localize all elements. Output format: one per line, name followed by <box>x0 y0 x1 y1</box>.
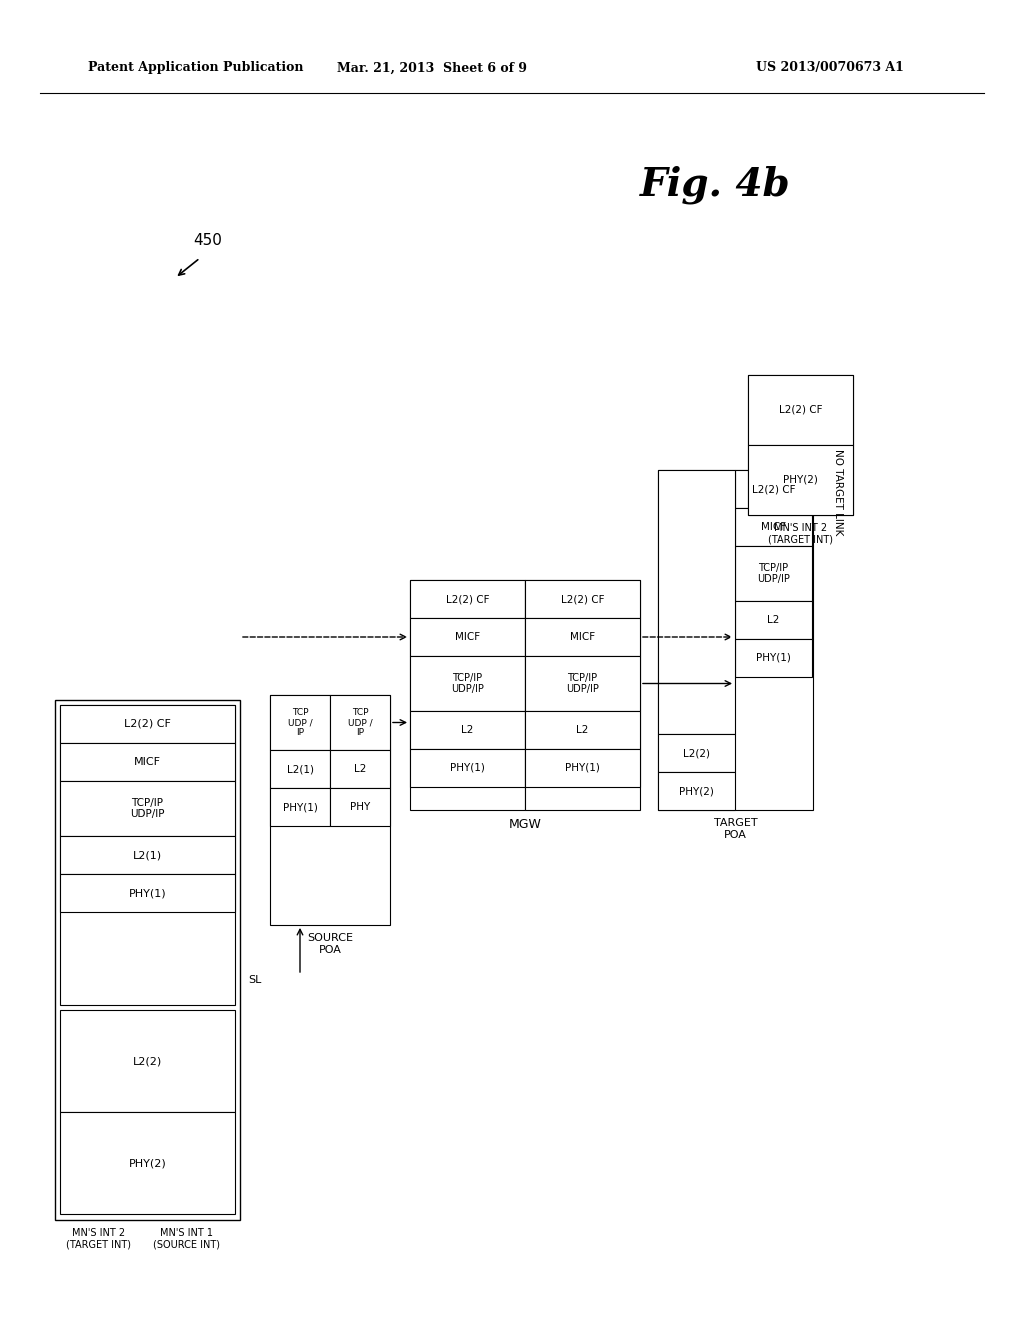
Text: Patent Application Publication: Patent Application Publication <box>88 62 303 74</box>
Text: L2(1): L2(1) <box>133 850 162 861</box>
Text: L2: L2 <box>354 764 367 774</box>
Text: PHY(2): PHY(2) <box>783 475 818 484</box>
Bar <box>60 705 234 1005</box>
Text: Fig. 4b: Fig. 4b <box>640 166 791 205</box>
Bar <box>735 470 812 508</box>
Bar <box>658 734 735 772</box>
Bar <box>410 711 525 748</box>
Bar <box>60 836 234 874</box>
Bar <box>525 579 640 618</box>
Bar <box>410 618 525 656</box>
Text: MICF: MICF <box>134 756 161 767</box>
Bar <box>748 375 853 515</box>
Text: TCP
UDP /
IP: TCP UDP / IP <box>288 708 312 738</box>
Bar <box>60 705 234 743</box>
Bar <box>735 601 812 639</box>
Bar <box>330 788 390 826</box>
Bar <box>410 579 525 810</box>
Bar <box>748 375 853 445</box>
Text: PHY: PHY <box>350 803 370 812</box>
Text: L2(2) CF: L2(2) CF <box>778 405 822 414</box>
Text: MICF: MICF <box>761 521 786 532</box>
Bar <box>525 711 640 748</box>
Bar <box>525 618 640 656</box>
Bar <box>525 579 640 810</box>
Text: L2: L2 <box>577 725 589 735</box>
Bar <box>410 656 525 711</box>
Text: TARGET
POA: TARGET POA <box>714 818 758 840</box>
Bar <box>270 696 390 925</box>
Text: MGW: MGW <box>509 818 542 832</box>
Text: L2(2) CF: L2(2) CF <box>124 719 171 729</box>
Text: PHY(2): PHY(2) <box>129 1158 166 1168</box>
Text: TCP
UDP /
IP: TCP UDP / IP <box>348 708 373 738</box>
Text: L2: L2 <box>767 615 779 624</box>
Text: L2: L2 <box>462 725 474 735</box>
Bar <box>410 579 525 618</box>
Text: L2(2) CF: L2(2) CF <box>752 484 796 494</box>
Bar <box>735 508 812 546</box>
Text: Mar. 21, 2013  Sheet 6 of 9: Mar. 21, 2013 Sheet 6 of 9 <box>337 62 527 74</box>
Text: SOURCE
POA: SOURCE POA <box>307 933 353 954</box>
Text: MN'S INT 1
(SOURCE INT): MN'S INT 1 (SOURCE INT) <box>153 1228 220 1250</box>
Bar <box>270 696 330 750</box>
Bar <box>60 781 234 836</box>
Text: MN'S INT 2
(TARGET INT): MN'S INT 2 (TARGET INT) <box>768 523 833 545</box>
Text: MICF: MICF <box>455 632 480 642</box>
Text: TCP/IP
UDP/IP: TCP/IP UDP/IP <box>566 673 599 694</box>
Text: PHY(1): PHY(1) <box>565 763 600 774</box>
Text: PHY(1): PHY(1) <box>756 653 791 663</box>
Bar <box>735 639 812 677</box>
Text: MICF: MICF <box>570 632 595 642</box>
Bar <box>270 750 330 788</box>
Text: L2(2) CF: L2(2) CF <box>445 594 489 605</box>
Bar <box>60 1010 234 1111</box>
Bar <box>410 748 525 787</box>
Text: PHY(1): PHY(1) <box>129 888 166 898</box>
Bar <box>330 696 390 750</box>
Bar <box>658 470 735 734</box>
Text: L2(1): L2(1) <box>287 764 313 774</box>
Text: L2(2): L2(2) <box>683 748 710 758</box>
Text: PHY(1): PHY(1) <box>283 803 317 812</box>
Text: MN'S INT 2
(TARGET INT): MN'S INT 2 (TARGET INT) <box>67 1228 131 1250</box>
Text: SL: SL <box>248 975 262 985</box>
Bar <box>748 445 853 515</box>
Text: US 2013/0070673 A1: US 2013/0070673 A1 <box>756 62 904 74</box>
Bar <box>658 470 813 810</box>
Bar <box>60 743 234 781</box>
Text: PHY(2): PHY(2) <box>679 785 714 796</box>
Text: TCP/IP
UDP/IP: TCP/IP UDP/IP <box>451 673 484 694</box>
Text: NO TARGET LINK: NO TARGET LINK <box>833 449 843 536</box>
Text: 450: 450 <box>193 234 222 248</box>
Text: TCP/IP
UDP/IP: TCP/IP UDP/IP <box>130 797 165 820</box>
Bar <box>60 874 234 912</box>
Bar <box>658 772 735 810</box>
Bar <box>270 788 330 826</box>
Bar <box>735 546 812 601</box>
Text: L2(2): L2(2) <box>133 1056 162 1067</box>
Bar <box>525 748 640 787</box>
Text: PHY(1): PHY(1) <box>451 763 485 774</box>
Bar <box>525 656 640 711</box>
Text: TCP/IP
UDP/IP: TCP/IP UDP/IP <box>757 562 790 585</box>
Bar <box>60 1111 234 1214</box>
Bar <box>55 700 240 1220</box>
Text: L2(2) CF: L2(2) CF <box>561 594 604 605</box>
Bar <box>330 750 390 788</box>
